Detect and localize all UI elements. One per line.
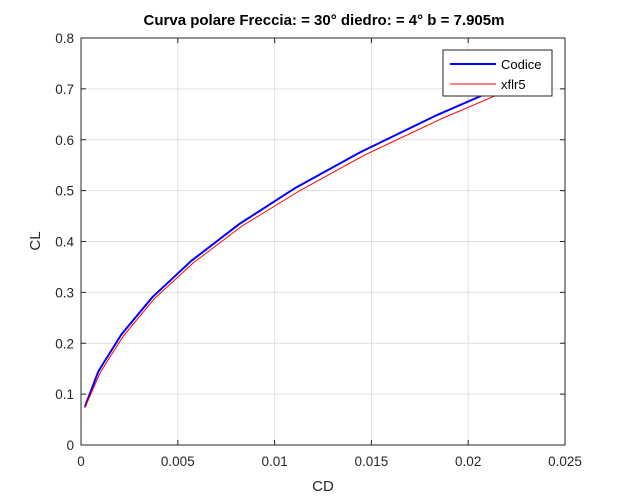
y-tick-label: 0 [66, 438, 74, 453]
y-tick-label: 0.4 [55, 235, 74, 250]
chart-title: Curva polare Freccia: = 30° diedro: = 4°… [144, 12, 505, 29]
y-tick-label: 0.6 [55, 133, 74, 148]
x-tick-label: 0.025 [548, 454, 582, 469]
x-tick-label: 0.02 [455, 454, 481, 469]
y-tick-label: 0.7 [55, 82, 74, 97]
series-line-xflr5 [84, 91, 504, 409]
y-tick-label: 0.5 [55, 184, 74, 199]
y-tick-label: 0.8 [55, 31, 74, 46]
x-axis-label: CD [312, 478, 334, 495]
legend-label-xflr5: xflr5 [501, 77, 526, 92]
legend: Codice xflr5 [442, 49, 553, 97]
x-tick-label: 0 [77, 454, 85, 469]
legend-box [442, 49, 553, 97]
legend-label-codice: Codice [501, 57, 541, 72]
ticks: 0 0.005 0.01 0.015 0.02 0.025 0 0.1 0.2 0.3 0.4 0.5… [55, 31, 582, 469]
x-tick-label: 0.005 [161, 454, 195, 469]
series-line-codice [83, 87, 498, 408]
y-tick-label: 0.1 [55, 387, 74, 402]
y-tick-label: 0.2 [55, 336, 74, 351]
y-tick-label: 0.3 [55, 285, 74, 300]
series-layer [83, 87, 504, 409]
x-tick-label: 0.015 [355, 454, 389, 469]
y-axis-label: CL [27, 231, 44, 250]
x-tick-label: 0.01 [261, 454, 287, 469]
